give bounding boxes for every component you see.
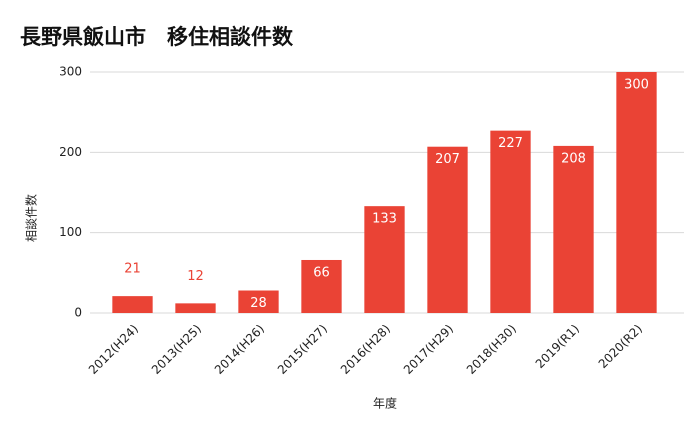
bar	[616, 72, 657, 313]
data-label: 208	[561, 151, 586, 166]
y-axis-title: 相談件数	[24, 194, 39, 242]
x-tick-label: 2014(H26)	[212, 322, 267, 377]
data-label: 66	[313, 265, 330, 280]
x-tick-label: 2018(H30)	[464, 322, 519, 377]
x-axis-title: 年度	[373, 396, 397, 411]
chart-title: 長野県飯山市 移住相談件数	[20, 25, 294, 49]
data-label: 21	[124, 262, 141, 277]
bar	[427, 146, 468, 313]
bar	[301, 259, 342, 313]
bar	[112, 296, 153, 313]
x-tick-label: 2017(H29)	[401, 322, 456, 377]
x-tick-label: 2016(H28)	[338, 322, 393, 377]
bar	[238, 290, 279, 313]
data-label: 300	[624, 78, 649, 93]
bar	[553, 145, 594, 313]
data-label: 28	[250, 296, 267, 311]
x-tick-label: 2020(R2)	[596, 322, 645, 371]
data-label: 133	[372, 212, 397, 227]
y-tick-label: 200	[59, 145, 82, 159]
bar	[364, 206, 405, 313]
x-tick-label: 2013(H25)	[149, 322, 204, 377]
data-label: 12	[187, 269, 204, 284]
x-tick-label: 2012(H24)	[86, 322, 141, 377]
bar	[175, 303, 216, 313]
bar	[490, 130, 531, 313]
data-label: 207	[435, 152, 460, 167]
data-label: 227	[498, 136, 523, 151]
x-tick-label: 2015(H27)	[275, 322, 330, 377]
y-tick-label: 300	[59, 65, 82, 79]
y-tick-label: 0	[74, 306, 82, 320]
y-tick-label: 100	[59, 225, 82, 239]
x-tick-label: 2019(R1)	[533, 322, 582, 371]
